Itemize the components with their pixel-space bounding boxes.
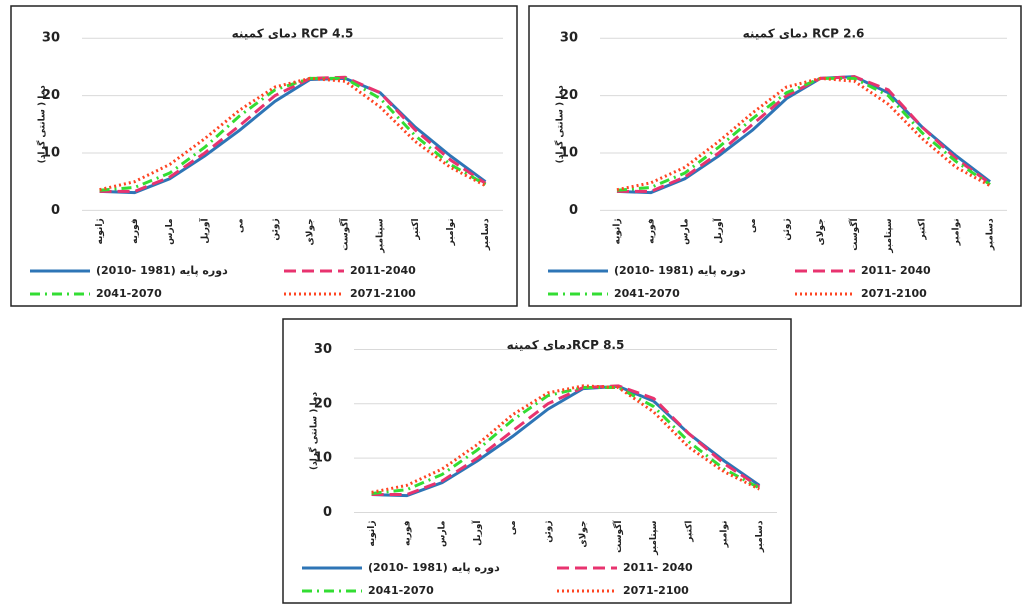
- x-tick-label: آگوست: [848, 217, 860, 250]
- chart-panel: 0 10 20 30 دمای کمینهRCP 8.5 دما ( سانتی گراد…: [282, 318, 792, 604]
- legend-label: 2011-2040: [350, 264, 416, 277]
- chart-panel: 0 10 20 30 دمای کمینه RCP 4.5 دما ( سانتی گرا…: [10, 5, 518, 307]
- y-tick-label: 10: [314, 451, 332, 466]
- x-tick-label: جولای: [816, 218, 826, 245]
- legend-label: 2041-2070: [96, 287, 162, 300]
- x-tick-label: آگوست: [612, 520, 624, 553]
- x-tick-label: اکتبر: [684, 520, 694, 542]
- x-tick-label: نوامبر: [446, 218, 456, 246]
- series-line: [616, 76, 991, 192]
- series-line: [99, 76, 487, 195]
- legend-label: 2041-2070: [614, 287, 680, 300]
- legend-label: 2071-2100: [350, 287, 416, 300]
- x-tick-label: می: [748, 218, 758, 233]
- x-tick-label: نوامبر: [720, 520, 730, 548]
- x-tick-label: ژانویه: [367, 520, 377, 546]
- chart-title: دمای کمینهRCP 8.5: [507, 338, 625, 352]
- series-line: [371, 384, 761, 498]
- legend-label: 2071-2100: [623, 584, 689, 597]
- y-axis-label: دما ( سانتی گراد): [554, 85, 566, 164]
- y-tick-label: 0: [569, 203, 578, 218]
- x-tick-label: جولای: [579, 520, 589, 547]
- y-tick-label: 20: [560, 88, 578, 103]
- x-tick-label: سپتامبر: [884, 218, 894, 254]
- x-tick-label: دسامبر: [986, 218, 996, 251]
- x-tick-label: آوریل: [712, 217, 724, 243]
- x-tick-label: فوریه: [646, 218, 656, 244]
- series-line: [371, 384, 761, 497]
- series-line: [371, 384, 761, 494]
- legend-label: 2041-2070: [368, 584, 434, 597]
- series-line: [99, 75, 487, 193]
- x-tick-label: ژوئن: [782, 218, 792, 240]
- x-tick-label: ژوئن: [543, 520, 553, 542]
- y-tick-label: 30: [560, 31, 578, 46]
- chart-panel: 0 10 20 30 دمای کمینه RCP 2.6 دما ( سانتی گرا…: [528, 5, 1022, 307]
- x-tick-label: سپتامبر: [649, 520, 659, 556]
- y-axis-label: دما ( سانتی گراد): [308, 392, 320, 471]
- x-tick-label: جولای: [306, 218, 316, 245]
- y-tick-label: 10: [560, 145, 578, 160]
- series-line: [99, 76, 487, 192]
- x-tick-label: مارس: [438, 520, 448, 547]
- series-line: [371, 385, 761, 495]
- legend-label: 2011- 2040: [623, 561, 693, 574]
- x-tick-label: نوامبر: [952, 218, 962, 246]
- y-tick-label: 20: [42, 88, 60, 103]
- x-tick-label: ژانویه: [612, 218, 622, 244]
- x-tick-label: اکتبر: [918, 218, 928, 240]
- x-tick-label: اکتبر: [411, 218, 421, 240]
- chart-title: دمای کمینه RCP 4.5: [232, 27, 354, 41]
- x-tick-label: ژوئن: [270, 218, 280, 240]
- x-tick-label: آگوست: [339, 217, 351, 250]
- y-tick-label: 30: [42, 31, 60, 46]
- series-line: [616, 76, 991, 192]
- x-tick-label: آوریل: [198, 217, 210, 243]
- y-tick-label: 0: [323, 505, 332, 520]
- x-tick-label: دسامبر: [481, 218, 491, 251]
- x-tick-label: فوریه: [130, 218, 140, 244]
- x-tick-label: مارس: [165, 218, 175, 245]
- y-tick-label: 10: [42, 145, 60, 160]
- legend-label: دوره پایه (1981 -2010): [96, 264, 228, 277]
- x-tick-label: فوریه: [402, 520, 412, 546]
- panel-border: [10, 5, 518, 307]
- y-tick-label: 0: [51, 203, 60, 218]
- legend-label: دوره پایه (1981 -2010): [614, 264, 746, 277]
- legend-label: دوره پایه (1981 -2010): [368, 561, 500, 574]
- x-tick-label: دسامبر: [755, 520, 765, 553]
- chart-title: دمای کمینه RCP 2.6: [743, 27, 865, 41]
- legend-label: 2011- 2040: [861, 264, 931, 277]
- x-tick-label: می: [235, 218, 245, 233]
- x-tick-label: مارس: [680, 218, 690, 245]
- y-tick-label: 30: [314, 342, 332, 357]
- x-tick-label: ژانویه: [95, 218, 105, 244]
- y-tick-label: 20: [314, 396, 332, 411]
- series-line: [616, 75, 991, 193]
- x-tick-label: آوریل: [471, 520, 483, 546]
- legend-label: 2071-2100: [861, 287, 927, 300]
- y-axis-label: دما ( سانتی گراد): [36, 85, 48, 164]
- x-tick-label: سپتامبر: [376, 218, 386, 254]
- panel-border: [528, 5, 1022, 307]
- x-tick-label: می: [508, 520, 518, 535]
